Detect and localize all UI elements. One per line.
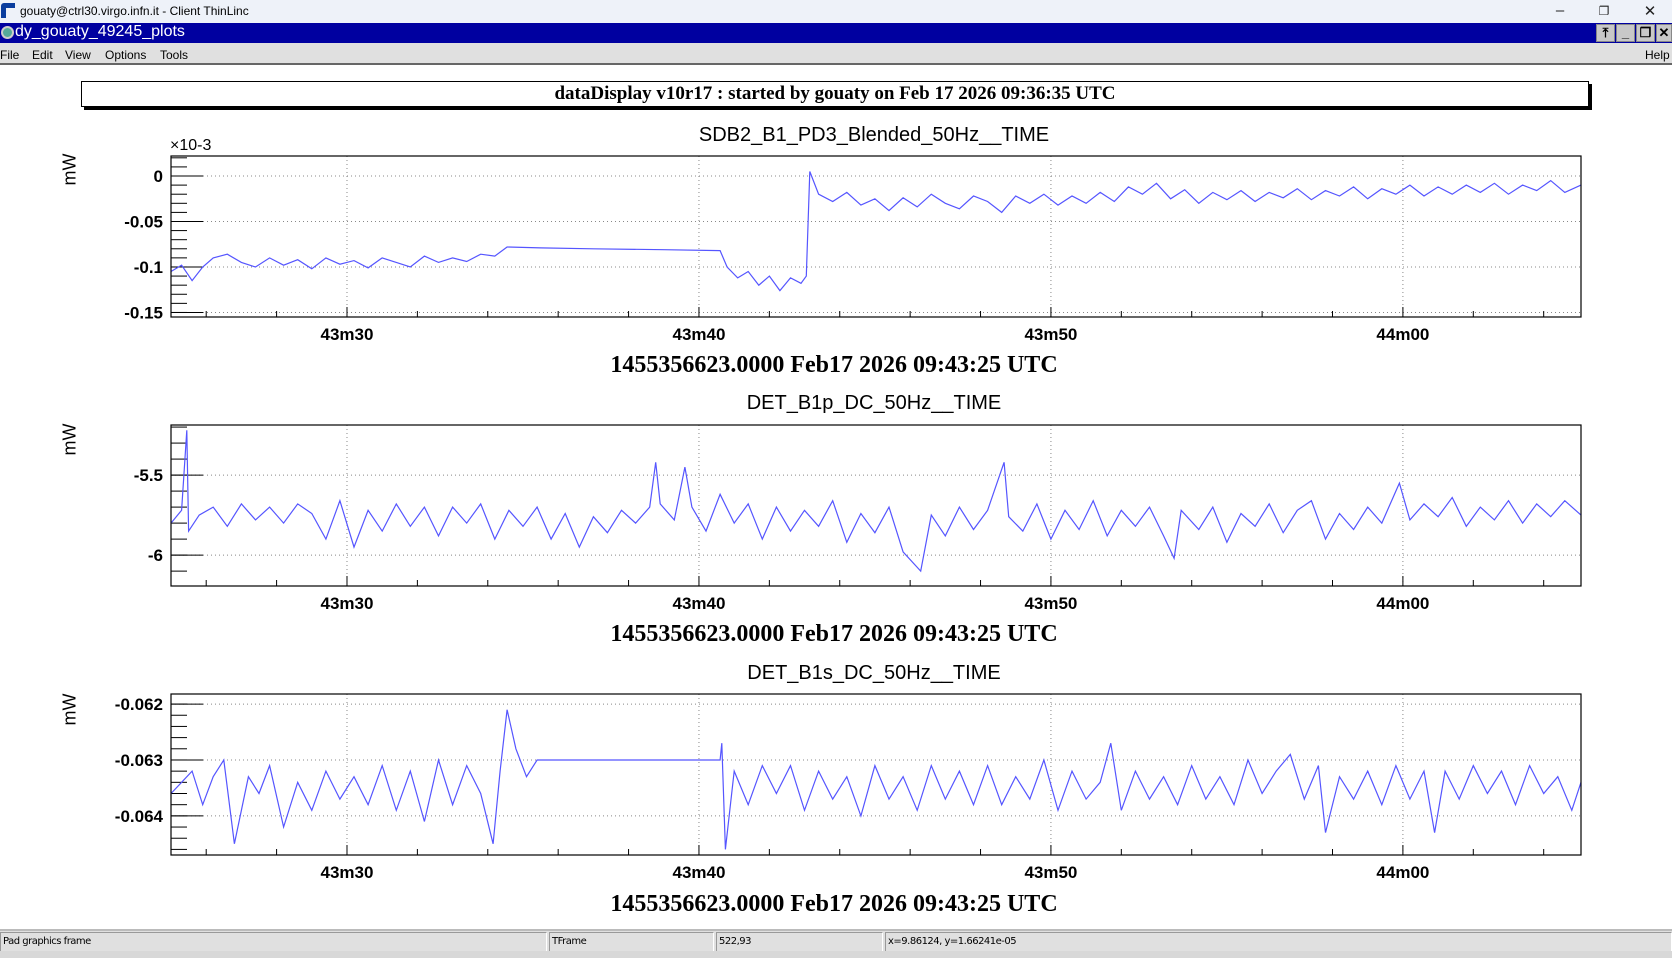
- window-titlebar: gouaty@ctrl30.virgo.infn.it - Client Thi…: [0, 0, 1672, 23]
- window-title: gouaty@ctrl30.virgo.infn.it - Client Thi…: [20, 4, 249, 18]
- y-tick-label: -0.062: [115, 695, 163, 714]
- x-tick-label: 44m00: [1376, 594, 1429, 609]
- y-tick-label: -0.064: [115, 807, 164, 826]
- y-tick-label: -0.063: [115, 751, 163, 770]
- maximize-icon[interactable]: ❐: [1636, 24, 1655, 42]
- thinlinc-logo-icon: [1, 3, 15, 18]
- x-axis-date-label: 1455356623.0000 Feb17 2026 09:43:25 UTC: [610, 891, 1058, 917]
- x-tick-label: 43m30: [321, 325, 374, 340]
- restore-icon[interactable]: ❐: [1598, 4, 1610, 18]
- x-tick-label: 43m50: [1024, 594, 1077, 609]
- y-tick-label: -0.05: [124, 212, 163, 231]
- app-titlebar: dy_gouaty_49245_plots ⤒ _ ❐ ✕: [0, 23, 1672, 43]
- x-tick-label: 43m50: [1024, 863, 1077, 878]
- minimize-icon[interactable]: –: [1555, 2, 1565, 19]
- plot-frame: [170, 424, 1582, 587]
- plot-title: DET_B1s_DC_50Hz__TIME: [747, 662, 1001, 684]
- data-trace: [170, 430, 1582, 573]
- y-tick-label: -5.5: [134, 466, 163, 485]
- plot-det-b1s-dc[interactable]: -0.062 -0.063 -0.064 43m30 43m40 43m50 44m00: [0, 688, 1672, 878]
- plot-det-b1p-dc[interactable]: -5.5 -6 43m30 43m40 43m50 44m00: [0, 419, 1672, 609]
- menu-bar: File Edit View Options Tools Help: [0, 43, 1672, 65]
- close-icon[interactable]: ✕: [1656, 24, 1672, 42]
- close-icon[interactable]: ✕: [1643, 3, 1657, 20]
- menu-help[interactable]: Help: [1645, 48, 1670, 62]
- minimize-icon[interactable]: _: [1616, 24, 1635, 42]
- app-title: dy_gouaty_49245_plots: [15, 23, 185, 40]
- status-class-name: TFrame: [549, 932, 714, 952]
- plot-title: SDB2_B1_PD3_Blended_50Hz__TIME: [698, 124, 1050, 146]
- plot-title: DET_B1p_DC_50Hz__TIME: [746, 392, 1002, 414]
- status-data-coords: x=9.86124, y=1.66241e-05: [885, 932, 1672, 952]
- x-tick-label: 43m30: [321, 863, 374, 878]
- menu-edit[interactable]: Edit: [32, 48, 53, 62]
- stay-on-top-icon[interactable]: ⤒: [1596, 24, 1615, 42]
- plot-frame: [170, 693, 1582, 856]
- x-axis-date-label: 1455356623.0000 Feb17 2026 09:43:25 UTC: [610, 352, 1058, 378]
- y-tick-label: -0.1: [134, 258, 163, 277]
- x-tick-label: 43m40: [672, 863, 725, 878]
- x-tick-label: 43m40: [672, 594, 725, 609]
- header-banner: dataDisplay v10r17 : started by gouaty o…: [81, 81, 1589, 107]
- root-app-icon: [1, 26, 14, 39]
- x-tick-label: 43m30: [321, 594, 374, 609]
- status-object-info: Pad graphics frame: [0, 932, 547, 952]
- y-tick-label: 0: [154, 167, 163, 186]
- menu-options[interactable]: Options: [105, 48, 147, 62]
- y-tick-label: -6: [148, 546, 163, 565]
- status-bar: Pad graphics frame TFrame 522,93 x=9.861…: [0, 929, 1672, 952]
- plot-frame: [170, 155, 1582, 318]
- data-trace: [170, 709, 1582, 850]
- plot-sdb2-b1-pd3[interactable]: 0 -0.05 -0.1 -0.15 43m30 43m40 43m50 44m00: [0, 150, 1672, 340]
- x-tick-label: 44m00: [1376, 863, 1429, 878]
- menu-file[interactable]: File: [0, 48, 20, 62]
- status-pixel-coords: 522,93: [716, 932, 883, 952]
- data-trace: [170, 171, 1582, 292]
- menu-view[interactable]: View: [65, 48, 91, 62]
- toolbar-strip: [0, 951, 1672, 958]
- menu-tools[interactable]: Tools: [160, 48, 189, 62]
- x-tick-label: 43m40: [672, 325, 725, 340]
- x-axis-date-label: 1455356623.0000 Feb17 2026 09:43:25 UTC: [610, 621, 1058, 647]
- x-tick-label: 44m00: [1376, 325, 1429, 340]
- y-exponent-label: ×10-3: [170, 137, 212, 154]
- y-tick-label: -0.15: [124, 303, 163, 322]
- x-tick-label: 43m50: [1024, 325, 1077, 340]
